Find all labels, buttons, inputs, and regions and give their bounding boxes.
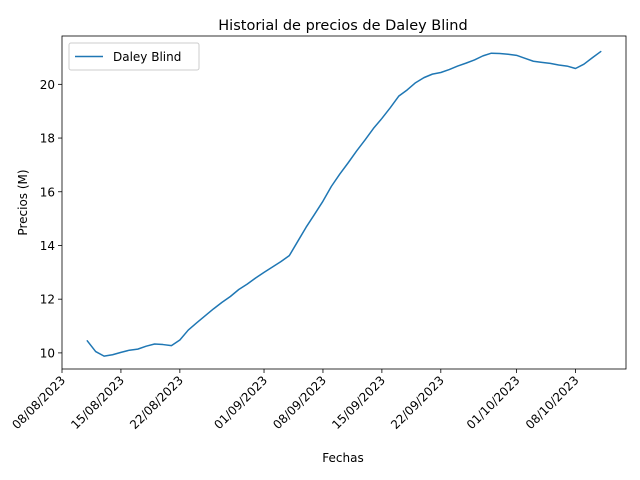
plot-frame (61, 35, 627, 370)
y-tick-label: 12 (40, 293, 55, 307)
x-tick-label: 01/10/2023 (464, 373, 523, 432)
chart-title: Historial de precios de Daley Blind (218, 18, 467, 34)
x-tick-label: 08/08/2023 (9, 373, 68, 432)
x-tick-label: 15/08/2023 (68, 373, 127, 432)
y-tick-label: 18 (40, 132, 55, 146)
legend: Daley Blind (68, 42, 200, 71)
x-tick-label: 01/09/2023 (211, 373, 270, 432)
series-line (86, 50, 602, 357)
plot-area (61, 35, 627, 370)
x-axis-label: Fechas (322, 451, 363, 465)
series-layer (86, 50, 602, 357)
legend-box (68, 42, 200, 71)
x-tick-label: 22/08/2023 (127, 373, 186, 432)
y-tick-label: 20 (40, 78, 55, 92)
x-tick-label: 15/09/2023 (329, 373, 388, 432)
x-tick-label: 22/09/2023 (388, 373, 447, 432)
x-tick-label: 08/09/2023 (270, 373, 329, 432)
y-axis-label: Precios (M) (16, 169, 30, 235)
y-tick-label: 16 (40, 185, 55, 199)
x-axis: 08/08/2023 15/08/2023 22/08/2023 01/09/2023… (9, 369, 582, 432)
y-tick-label: 10 (40, 346, 55, 360)
y-tick-label: 14 (40, 239, 55, 253)
x-tick-label: 08/10/2023 (523, 373, 582, 432)
legend-label: Daley Blind (113, 50, 181, 64)
y-axis: 10 12 14 16 18 20 (40, 78, 62, 360)
